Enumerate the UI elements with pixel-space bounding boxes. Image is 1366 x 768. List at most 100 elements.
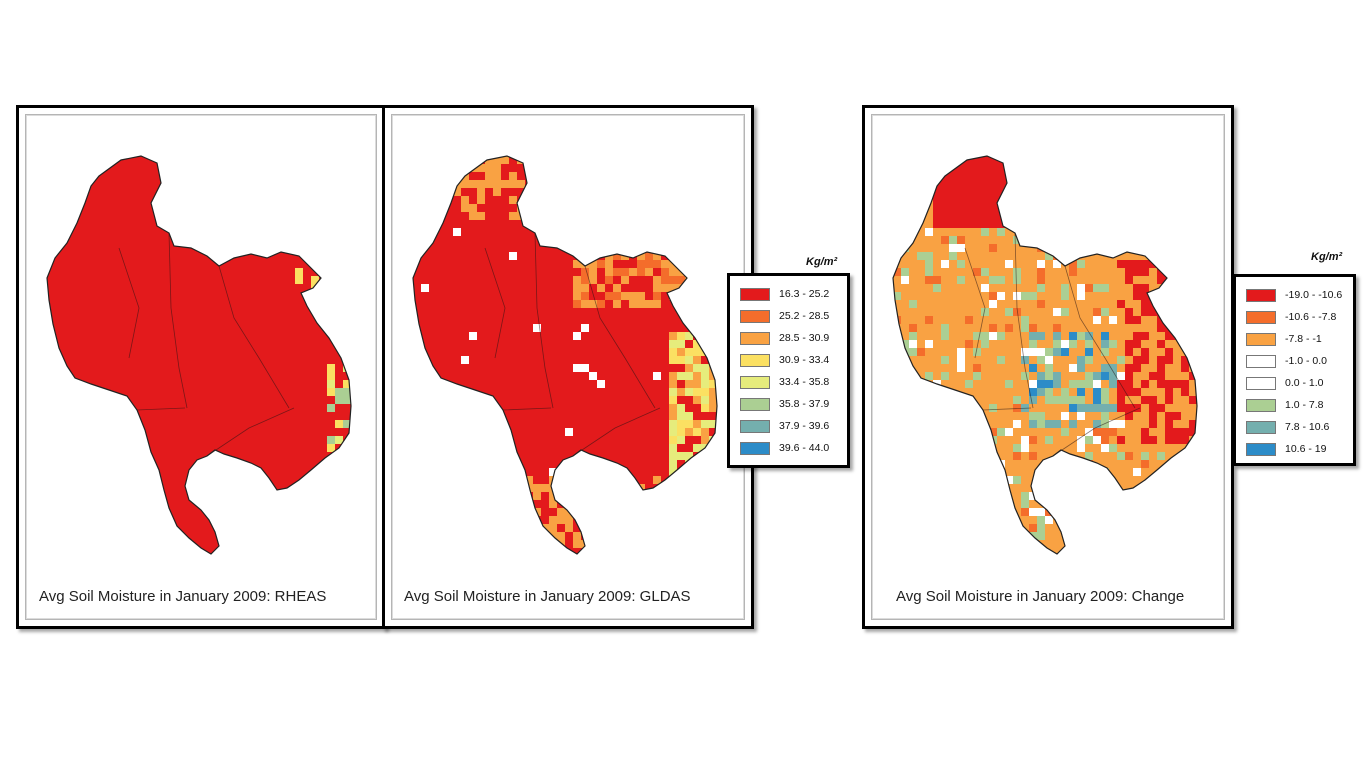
raster-cell: [541, 156, 550, 157]
raster-cell: [87, 196, 96, 205]
raster-cell: [47, 340, 56, 349]
raster-cell: [581, 372, 590, 381]
raster-cell: [159, 244, 168, 253]
raster-cell: [909, 268, 918, 277]
raster-cell: [1069, 228, 1078, 237]
raster-cell: [239, 204, 248, 213]
raster-cell: [263, 284, 272, 293]
raster-cell: [303, 356, 312, 365]
raster-cell: [95, 484, 104, 493]
raster-cell: [55, 548, 64, 554]
raster-cell: [613, 420, 622, 429]
raster-cell: [87, 236, 96, 245]
raster-cell: [597, 244, 606, 253]
raster-cell: [445, 452, 454, 461]
raster-cell: [957, 164, 966, 173]
raster-cell: [191, 212, 200, 221]
raster-cell: [717, 212, 726, 221]
raster-cell: [183, 252, 192, 261]
raster-cell: [279, 276, 288, 285]
raster-cell: [573, 412, 582, 421]
raster-cell: [485, 428, 494, 437]
raster-cell: [669, 196, 678, 205]
raster-cell: [637, 276, 646, 285]
raster-cell: [605, 564, 614, 573]
raster-cell: [135, 292, 144, 301]
raster-cell: [263, 156, 272, 165]
raster-cell: [199, 532, 208, 541]
raster-cell: [327, 292, 336, 301]
raster-cell: [279, 156, 288, 157]
raster-cell: [725, 500, 734, 509]
raster-cell: [589, 316, 598, 325]
raster-cell: [613, 300, 622, 309]
raster-cell: [645, 404, 654, 413]
raster-cell: [287, 244, 296, 253]
raster-cell: [287, 252, 296, 261]
raster-cell: [1053, 236, 1062, 245]
raster-cell: [175, 564, 184, 573]
raster-cell: [135, 484, 144, 493]
raster-cell: [477, 500, 486, 509]
raster-cell: [71, 412, 80, 421]
raster-cell: [103, 236, 112, 245]
raster-cell: [159, 388, 168, 397]
raster-cell: [111, 492, 120, 501]
raster-cell: [1077, 204, 1086, 213]
raster-cell: [247, 276, 256, 285]
raster-cell: [469, 204, 478, 213]
raster-cell: [637, 420, 646, 429]
raster-cell: [311, 260, 320, 269]
raster-cell: [717, 188, 726, 197]
raster-cell: [207, 508, 216, 517]
raster-cell: [1133, 228, 1142, 237]
raster-cell: [343, 460, 351, 469]
raster-cell: [701, 156, 710, 157]
raster-cell: [525, 156, 534, 157]
raster-cell: [111, 340, 120, 349]
raster-cell: [1077, 228, 1086, 237]
raster-cell: [901, 164, 910, 173]
raster-cell: [71, 460, 80, 469]
raster-cell: [629, 244, 638, 253]
raster-cell: [717, 156, 726, 165]
raster-cell: [343, 252, 351, 261]
raster-cell: [95, 308, 104, 317]
raster-cell: [421, 556, 430, 565]
raster-cell: [573, 196, 582, 205]
raster-cell: [135, 332, 144, 341]
raster-cell: [533, 412, 542, 421]
raster-cell: [111, 300, 120, 309]
raster-cell: [247, 492, 256, 501]
raster-cell: [565, 244, 574, 253]
raster-cell: [207, 244, 216, 253]
raster-cell: [87, 460, 96, 469]
raster-cell: [661, 484, 670, 493]
raster-cell: [103, 452, 112, 461]
raster-cell: [525, 188, 534, 197]
raster-cell: [335, 172, 344, 181]
raster-cell: [207, 340, 216, 349]
raster-cell: [247, 484, 256, 493]
raster-cell: [557, 276, 566, 285]
raster-cell: [477, 156, 486, 165]
raster-cell: [111, 516, 120, 525]
raster-cell: [501, 516, 510, 525]
raster-cell: [151, 380, 160, 389]
raster-cell: [437, 412, 446, 421]
raster-cell: [525, 268, 534, 277]
raster-cell: [709, 484, 717, 493]
raster-cell: [183, 284, 192, 293]
raster-cell: [549, 460, 558, 469]
raster-cell: [55, 252, 64, 261]
raster-cell: [949, 244, 958, 253]
raster-cell: [199, 244, 208, 253]
raster-cell: [359, 340, 368, 349]
raster-cell: [1125, 204, 1134, 213]
raster-cell: [477, 260, 486, 269]
raster-cell: [63, 220, 72, 229]
raster-cell: [231, 484, 240, 493]
raster-cell: [597, 212, 606, 221]
raster-cell: [231, 428, 240, 437]
raster-cell: [629, 380, 638, 389]
